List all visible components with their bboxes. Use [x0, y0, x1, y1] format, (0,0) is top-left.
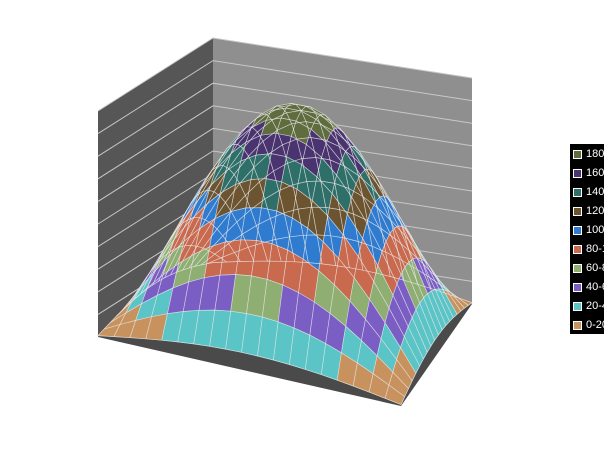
- legend-item: 180-200: [573, 145, 604, 164]
- legend-label: 20-40: [586, 300, 604, 312]
- mesh-line: [336, 195, 418, 381]
- legend-swatch: [573, 283, 582, 292]
- legend-swatch: [573, 321, 582, 330]
- legend-item: 120-140: [573, 202, 604, 221]
- mesh-line: [400, 302, 473, 405]
- mesh-line: [161, 165, 268, 341]
- mesh-line: [320, 168, 405, 375]
- mesh-line: [304, 146, 391, 370]
- gridline: [97, 105, 473, 180]
- legend-swatch: [573, 207, 582, 216]
- gridline: [97, 60, 473, 135]
- mesh-line: [176, 121, 450, 322]
- mesh-line: [194, 180, 462, 312]
- legend-item: 80-100: [573, 240, 604, 259]
- mesh-line: [200, 206, 465, 309]
- surface-mesh: [97, 103, 473, 405]
- mesh-line: [104, 309, 405, 397]
- legend-item: 60-80: [573, 259, 604, 278]
- legend-label: 60-80: [586, 262, 604, 274]
- legend-swatch: [573, 169, 582, 178]
- mesh-line: [182, 137, 454, 318]
- legend-item: 20-40: [573, 297, 604, 316]
- legend-item: 100-120: [573, 221, 604, 240]
- mesh-line: [146, 117, 432, 347]
- legend-label: 80-100: [586, 243, 604, 255]
- legend-label: 100-120: [586, 224, 604, 236]
- gridline: [97, 127, 473, 202]
- legend-swatch: [573, 226, 582, 235]
- legend-label: 160-180: [586, 167, 604, 179]
- mesh-line: [128, 178, 421, 367]
- legend-item: 160-180: [573, 164, 604, 183]
- mesh-line: [352, 225, 432, 387]
- gridline: [97, 82, 473, 157]
- legend-swatch: [573, 188, 582, 197]
- mesh-line: [133, 153, 424, 360]
- legend-item: 40-60: [573, 278, 604, 297]
- legend-swatch: [573, 264, 582, 273]
- legend-swatch: [573, 245, 582, 254]
- legend-label: 0-20: [586, 319, 604, 331]
- mesh-line: [152, 107, 435, 341]
- gridline: [97, 150, 473, 225]
- legend-label: 140-160: [586, 186, 604, 198]
- legend-swatch: [573, 150, 582, 159]
- legend-label: 180-200: [586, 148, 604, 160]
- legend-label: 120-140: [586, 205, 604, 217]
- legend-label: 40-60: [586, 281, 604, 293]
- mesh-line: [188, 157, 458, 315]
- mesh-line: [206, 234, 469, 306]
- mesh-line: [97, 335, 402, 405]
- legend-item: 140-160: [573, 183, 604, 202]
- mesh-line: [368, 257, 446, 393]
- legend-swatch: [573, 302, 582, 311]
- mesh-line: [212, 260, 473, 303]
- mesh-line: [384, 288, 459, 399]
- mesh-line: [273, 114, 364, 361]
- mesh-line: [109, 274, 409, 389]
- gridline: [97, 37, 473, 112]
- legend-item: 0-20: [573, 316, 604, 334]
- mesh-line: [164, 103, 443, 331]
- mesh-line: [257, 105, 350, 357]
- chart-legend: 180-200 160-180 140-160 120-140 100-120 80-10…: [570, 144, 604, 334]
- mesh-line: [145, 189, 255, 339]
